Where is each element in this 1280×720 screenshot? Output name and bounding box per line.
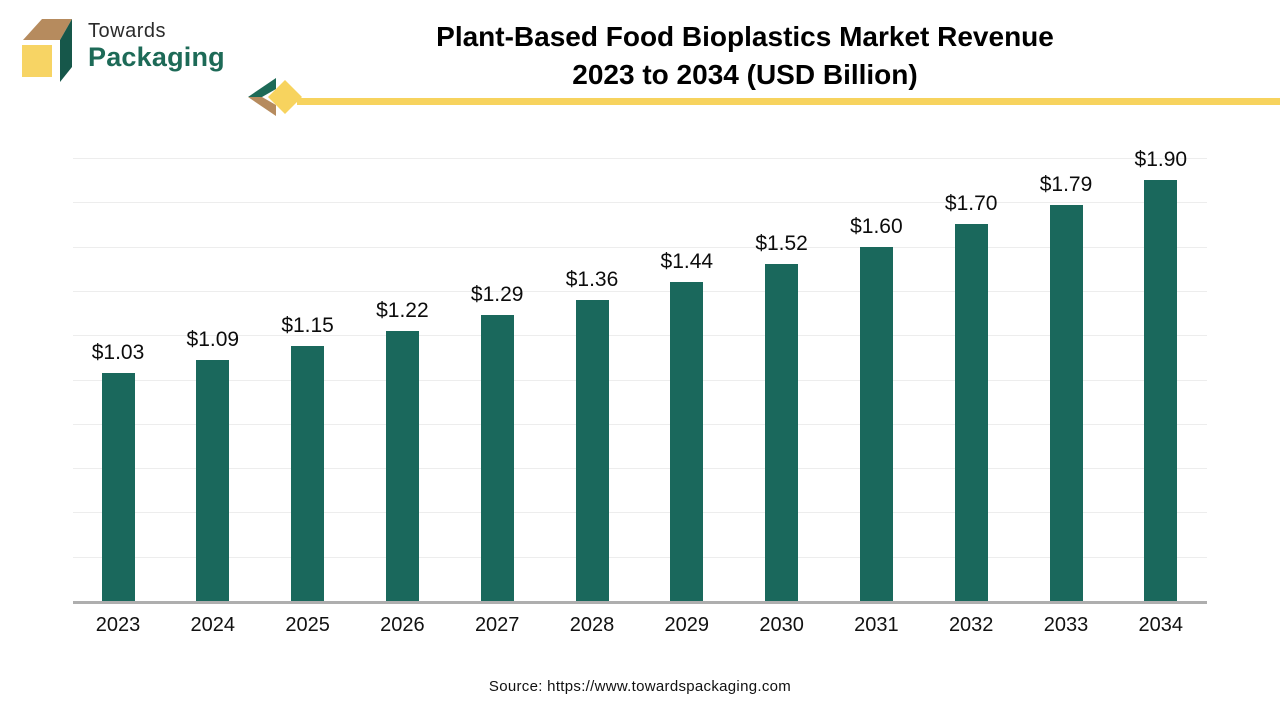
gridline xyxy=(73,290,1207,292)
bar-2030 xyxy=(765,264,799,601)
gridline xyxy=(73,423,1207,425)
bar-2026 xyxy=(385,330,419,601)
bar-2025 xyxy=(291,346,325,601)
bar-2031 xyxy=(859,246,893,601)
chart-title-line2: 2023 to 2034 (USD Billion) xyxy=(572,59,918,90)
bar-2033 xyxy=(1049,204,1083,601)
accent-ornament xyxy=(248,78,302,116)
bar-value-label: $1.44 xyxy=(660,250,714,274)
bar-value-label: $1.29 xyxy=(470,283,524,307)
x-axis-label: 2024 xyxy=(190,614,236,636)
x-axis-label: 2030 xyxy=(759,614,804,636)
gridline xyxy=(73,379,1207,381)
chevron-top-icon xyxy=(248,78,276,97)
bar-value-label: $1.52 xyxy=(755,232,808,256)
chart-title: Plant-Based Food Bioplastics Market Reve… xyxy=(310,18,1180,94)
bar-2023 xyxy=(101,372,135,601)
brand-name-towards: Towards xyxy=(88,20,166,42)
bar-chart-plot-area: $1.03 $1.09 $1.15 $1.22 $1.29 $1.36 $1.44 $1.52… xyxy=(73,148,1207,604)
bar-2029 xyxy=(670,282,704,601)
bar-value-label: $1.09 xyxy=(186,327,240,351)
bar-2032 xyxy=(954,224,988,601)
brand-logo: Towards Packaging xyxy=(12,12,242,82)
x-axis-label: 2029 xyxy=(664,614,710,636)
gridline xyxy=(73,556,1207,558)
x-axis-label: 2028 xyxy=(569,614,615,636)
chevron-bottom-icon xyxy=(248,97,276,116)
bar-2024 xyxy=(196,359,230,601)
bar-value-label: $1.60 xyxy=(850,214,903,238)
accent-underline xyxy=(297,98,1280,105)
bar-value-label: $1.15 xyxy=(281,314,334,338)
gridline xyxy=(73,335,1207,337)
bar-value-label: $1.70 xyxy=(944,192,998,216)
bar-value-label: $1.03 xyxy=(91,340,145,364)
source-text: Source: https://www.towardspackaging.com xyxy=(488,678,792,695)
x-axis-label: 2023 xyxy=(95,614,141,636)
packaging-cube-icon xyxy=(22,19,72,82)
gridline xyxy=(73,158,1207,159)
gridline xyxy=(73,468,1207,470)
x-axis-label: 2025 xyxy=(285,614,330,636)
bar-2028 xyxy=(575,299,609,601)
x-axis-label: 2026 xyxy=(380,614,425,636)
x-axis-label: 2027 xyxy=(474,614,520,636)
bar-value-label: $1.36 xyxy=(565,267,619,291)
diamond-icon xyxy=(268,80,302,114)
chart-title-line1: Plant-Based Food Bioplastics Market Reve… xyxy=(436,21,1054,52)
gridline xyxy=(73,202,1207,204)
bar-2034 xyxy=(1144,180,1178,601)
x-axis: 2023 2024 2025 2026 2027 2028 2029 2030 2031 2032… xyxy=(73,614,1207,644)
bar-value-label: $1.90 xyxy=(1134,148,1188,172)
x-axis-label: 2033 xyxy=(1043,614,1089,636)
bar-value-label: $1.22 xyxy=(376,298,429,322)
gridline xyxy=(73,512,1207,514)
gridline xyxy=(73,246,1207,248)
brand-name-packaging: Packaging xyxy=(88,42,225,72)
bar-value-label: $1.79 xyxy=(1039,172,1093,196)
x-axis-label: 2034 xyxy=(1138,614,1184,636)
x-axis-label: 2031 xyxy=(854,614,899,636)
x-axis-label: 2032 xyxy=(948,614,994,636)
bar-2027 xyxy=(480,315,514,601)
